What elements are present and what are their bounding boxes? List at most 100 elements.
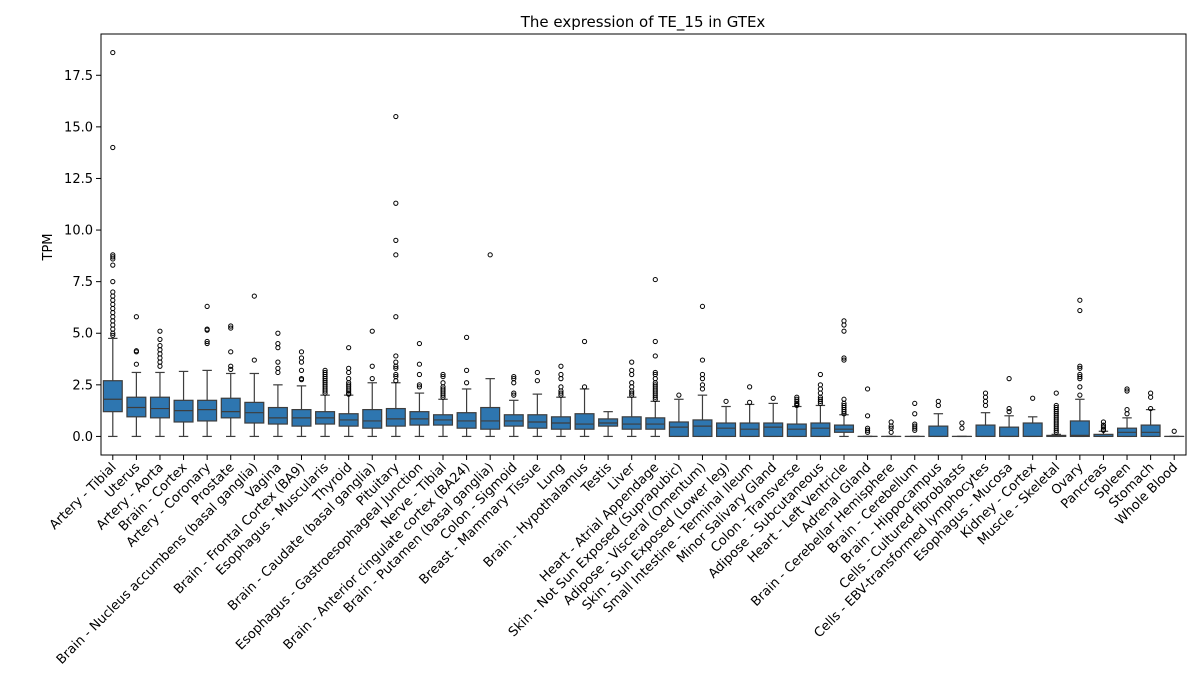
outlier-point (770, 395, 776, 401)
box-group (126, 314, 147, 438)
outlier-point (841, 355, 847, 361)
box-group (598, 411, 619, 438)
box-group (692, 303, 713, 438)
outlier-point (558, 390, 564, 396)
y-tick-label: 10.0 (64, 224, 93, 239)
y-axis: 0.0 2.5 5.0 7.5 10.0 12.5 15.0 17.5 (64, 69, 101, 445)
outlier-point (817, 382, 824, 388)
box (197, 399, 218, 422)
outlier-point (699, 371, 706, 378)
outlier-point (841, 357, 847, 363)
outlier-point (1077, 392, 1083, 398)
outlier-point (1006, 376, 1012, 382)
outlier-point (346, 388, 352, 394)
box-group (1164, 428, 1185, 438)
outlier-point (204, 327, 210, 333)
outlier-point (393, 371, 399, 378)
outlier-point (982, 390, 989, 396)
outlier-point (629, 367, 635, 373)
box-group (1140, 390, 1161, 438)
outlier-point (440, 380, 446, 386)
outlier-point (699, 303, 706, 310)
box-group (338, 345, 359, 438)
y-tick-label: 5.0 (72, 327, 93, 342)
outlier-point (652, 338, 658, 345)
outlier-point (652, 369, 658, 376)
outlier-point (228, 363, 234, 369)
box-group (432, 371, 454, 438)
outlier-point (982, 398, 989, 404)
box-group (928, 398, 949, 438)
outlier-point (912, 400, 918, 407)
outlier-point (558, 376, 564, 382)
outlier-point (298, 355, 305, 361)
box (692, 419, 713, 438)
outlier-point (228, 349, 234, 355)
box-group (716, 398, 737, 438)
outlier-point (110, 332, 116, 338)
outlier-point (487, 252, 493, 258)
outlier-point (110, 310, 116, 316)
outlier-point (110, 49, 116, 56)
outlier-point (110, 330, 116, 336)
outlier-point (157, 336, 163, 343)
box (763, 422, 784, 438)
outlier-point (1100, 419, 1107, 425)
box-group (621, 359, 642, 438)
outlier-point (393, 200, 399, 206)
outlier-point (416, 382, 423, 388)
outlier-point (841, 396, 847, 402)
box (220, 397, 241, 419)
outlier-point (888, 419, 894, 425)
box-group (1022, 395, 1043, 438)
box (574, 413, 595, 430)
outlier-point (1077, 363, 1083, 369)
outlier-point (346, 391, 352, 397)
outlier-point (841, 409, 847, 415)
outlier-point (369, 328, 375, 334)
outlier-point (346, 369, 352, 376)
box-group (315, 367, 336, 438)
outlier-point (228, 366, 234, 372)
outlier-point (463, 367, 470, 373)
outlier-point (416, 361, 423, 367)
outlier-point (864, 413, 871, 419)
outlier-point (440, 371, 446, 378)
box-group (857, 386, 878, 438)
outlier-point (959, 425, 965, 431)
box-group (244, 293, 265, 438)
outlier-point (157, 351, 163, 357)
outlier-point (322, 388, 328, 394)
box (786, 423, 807, 438)
outlier-point (581, 338, 588, 345)
outlier-point (511, 390, 517, 396)
outlier-point (204, 303, 210, 310)
outlier-point (534, 369, 540, 376)
outlier-point (346, 365, 352, 371)
box-group (975, 390, 996, 438)
box (1022, 422, 1043, 438)
outlier-point (157, 355, 163, 361)
box-group (1069, 297, 1090, 438)
outlier-point (298, 367, 305, 373)
outlier-point (251, 357, 257, 363)
outlier-point (275, 340, 281, 347)
outlier-point (629, 359, 635, 365)
outlier-point (817, 398, 824, 404)
box-group (810, 371, 831, 438)
box (1069, 420, 1090, 438)
outlier-point (699, 376, 706, 382)
outlier-point (1077, 365, 1083, 371)
outlier-point (959, 420, 965, 426)
box (716, 422, 737, 438)
outlier-point (629, 384, 635, 390)
outlier-point (1077, 373, 1083, 380)
outlier-point (463, 334, 470, 340)
outlier-point (864, 427, 871, 433)
box (621, 416, 642, 430)
outlier-point (133, 361, 139, 367)
box (267, 406, 288, 425)
outlier-point (157, 328, 163, 334)
outlier-point (747, 384, 753, 390)
outlier-point (534, 378, 540, 384)
